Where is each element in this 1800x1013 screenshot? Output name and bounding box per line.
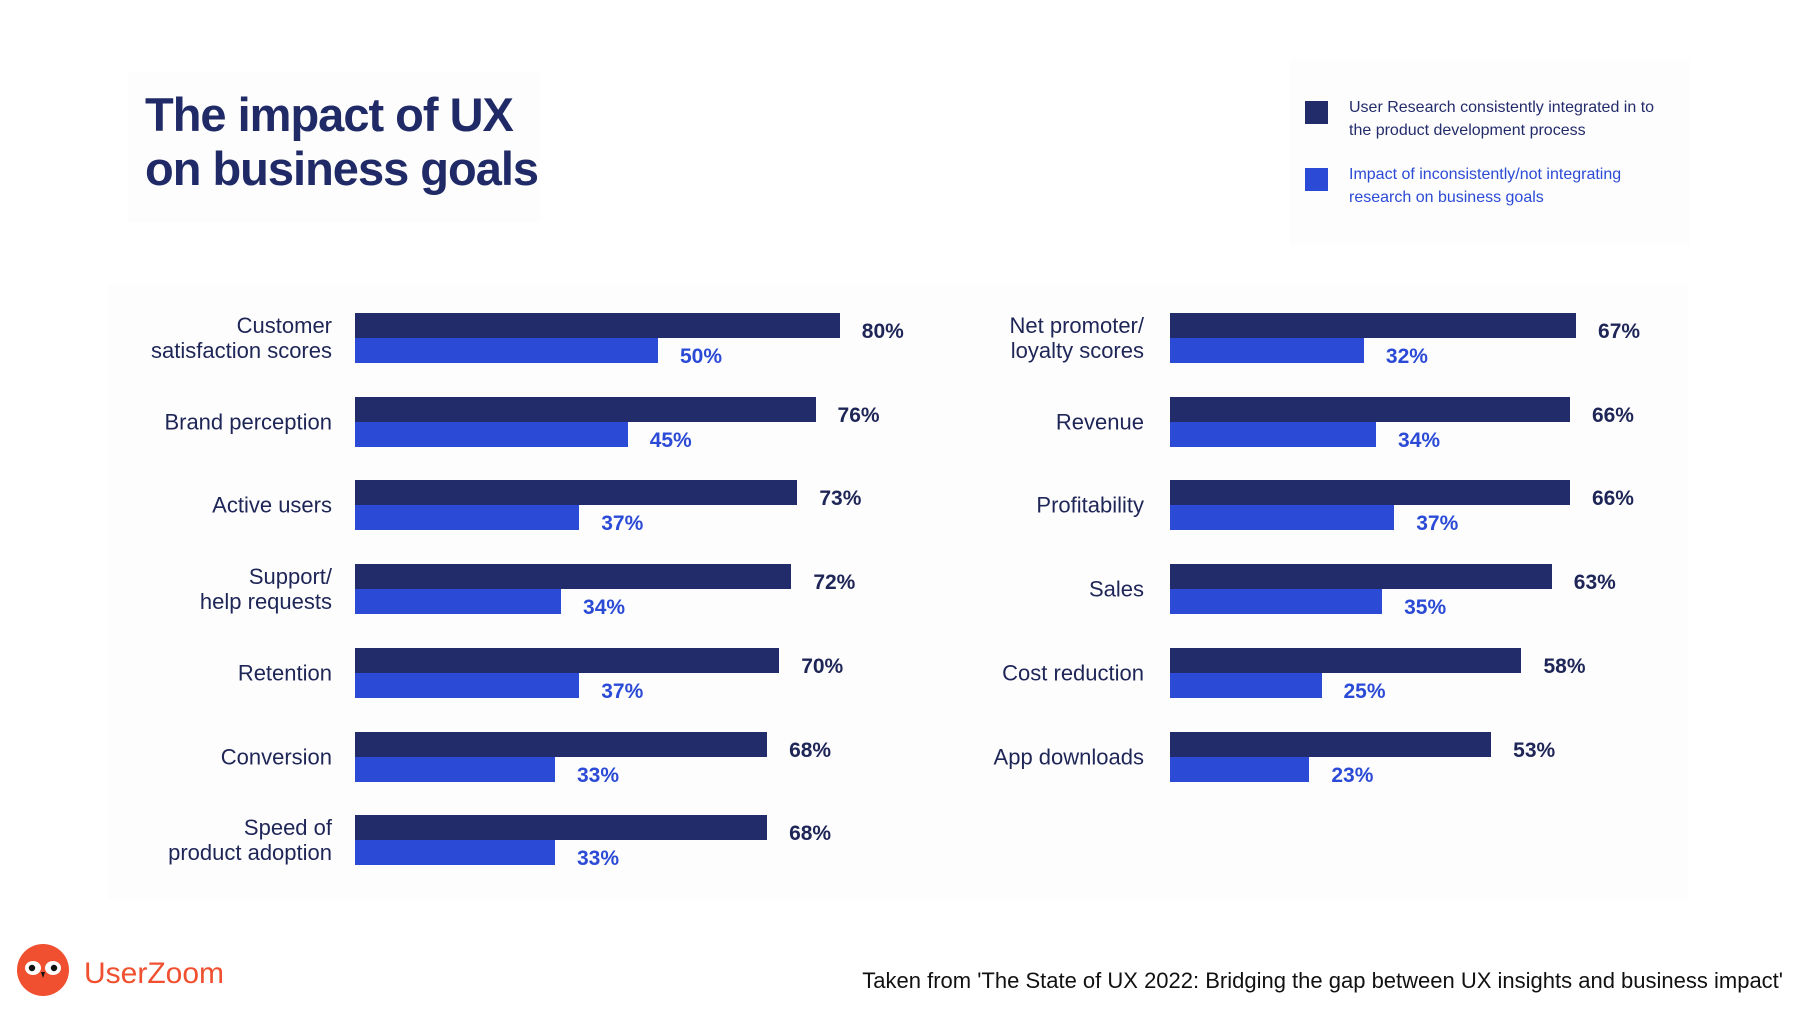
category-label: App downloads	[993, 744, 1144, 769]
bar-not-integrated	[1170, 756, 1310, 782]
value-label-integrated: 73%	[819, 487, 862, 511]
value-label-integrated: 72%	[813, 571, 856, 595]
value-label-integrated: 68%	[789, 738, 832, 762]
title-panel	[128, 72, 540, 222]
bar-integrated	[1170, 647, 1522, 673]
bar-not-integrated	[1170, 589, 1383, 615]
value-label-not-integrated: 45%	[649, 428, 692, 452]
bar-integrated	[1170, 564, 1552, 590]
value-label-integrated: 58%	[1543, 654, 1586, 678]
bar-integrated	[355, 731, 768, 757]
brand-name: UserZoom	[84, 957, 225, 990]
value-label-not-integrated: 34%	[583, 596, 626, 620]
bar-not-integrated	[1170, 505, 1395, 531]
category-label: Retention	[237, 660, 332, 686]
value-label-not-integrated: 37%	[601, 512, 644, 536]
category-label: Brand perception	[164, 409, 332, 435]
chart-title: The impact of UX on business goals	[145, 88, 539, 196]
legend-label-integrated: User Research consistently integrated in…	[1349, 99, 1655, 139]
bar-not-integrated	[355, 589, 562, 615]
category-label: Net promoter/ loyalty scores	[1009, 313, 1145, 363]
category-label: Cost reduction	[1002, 660, 1144, 686]
bar-not-integrated	[1170, 421, 1377, 447]
value-label-not-integrated: 37%	[1416, 512, 1459, 536]
bar-integrated	[1170, 396, 1570, 422]
value-label-not-integrated: 50%	[680, 345, 723, 368]
bar-integrated	[1170, 480, 1570, 506]
bar-not-integrated	[355, 840, 555, 866]
bar-integrated	[355, 647, 780, 673]
legend-swatch-integrated	[1305, 101, 1328, 124]
value-label-not-integrated: 32%	[1385, 345, 1428, 368]
bar-not-integrated	[1170, 672, 1322, 698]
title-line-1: The impact of UX	[145, 88, 514, 141]
title-line-2: on business goals	[145, 142, 539, 195]
value-label-integrated: 76%	[837, 403, 880, 427]
value-label-not-integrated: 25%	[1343, 679, 1386, 703]
value-label-integrated: 66%	[1591, 403, 1634, 427]
bar-integrated	[355, 313, 840, 338]
legend-swatch-not-integrated	[1305, 168, 1328, 191]
value-label-integrated: 63%	[1573, 571, 1616, 595]
value-label-integrated: 53%	[1513, 738, 1556, 762]
source-citation: Taken from 'The State of UX 2022: Bridgi…	[862, 968, 1783, 993]
bar-not-integrated	[1170, 338, 1364, 363]
value-label-not-integrated: 33%	[576, 847, 619, 871]
value-label-integrated: 68%	[789, 822, 832, 846]
bar-not-integrated	[355, 756, 555, 782]
bar-not-integrated	[355, 672, 580, 698]
category-label: Sales	[1088, 576, 1144, 602]
bar-integrated	[355, 564, 792, 590]
bar-not-integrated	[355, 338, 658, 363]
category-label: Support/ help requests	[199, 564, 332, 615]
value-label-integrated: 80%	[861, 320, 904, 343]
value-label-not-integrated: 23%	[1331, 763, 1374, 787]
bar-integrated	[1170, 313, 1577, 338]
bar-integrated	[355, 396, 816, 422]
value-label-integrated: 67%	[1598, 320, 1641, 343]
bar-integrated	[1170, 731, 1492, 757]
category-label: Conversion	[220, 744, 332, 769]
value-label-not-integrated: 33%	[576, 763, 619, 787]
value-label-not-integrated: 35%	[1404, 596, 1447, 620]
owl-logo-icon	[17, 944, 69, 996]
bar-not-integrated	[355, 505, 580, 531]
category-label: Customer satisfaction scores	[151, 313, 332, 363]
category-label: Speed of product adoption	[168, 815, 332, 866]
bar-not-integrated	[355, 421, 628, 447]
bar-integrated	[355, 480, 798, 506]
legend-label-not-integrated: Impact of inconsistently/not integrating…	[1349, 166, 1622, 206]
value-label-not-integrated: 34%	[1398, 428, 1441, 452]
category-label: Profitability	[1036, 492, 1144, 518]
value-label-integrated: 66%	[1591, 487, 1634, 511]
bar-integrated	[355, 815, 768, 841]
category-label: Revenue	[1055, 409, 1144, 435]
category-label: Active users	[212, 492, 332, 518]
value-label-integrated: 70%	[801, 654, 844, 678]
value-label-not-integrated: 37%	[601, 679, 644, 703]
legend-panel	[1290, 60, 1690, 245]
